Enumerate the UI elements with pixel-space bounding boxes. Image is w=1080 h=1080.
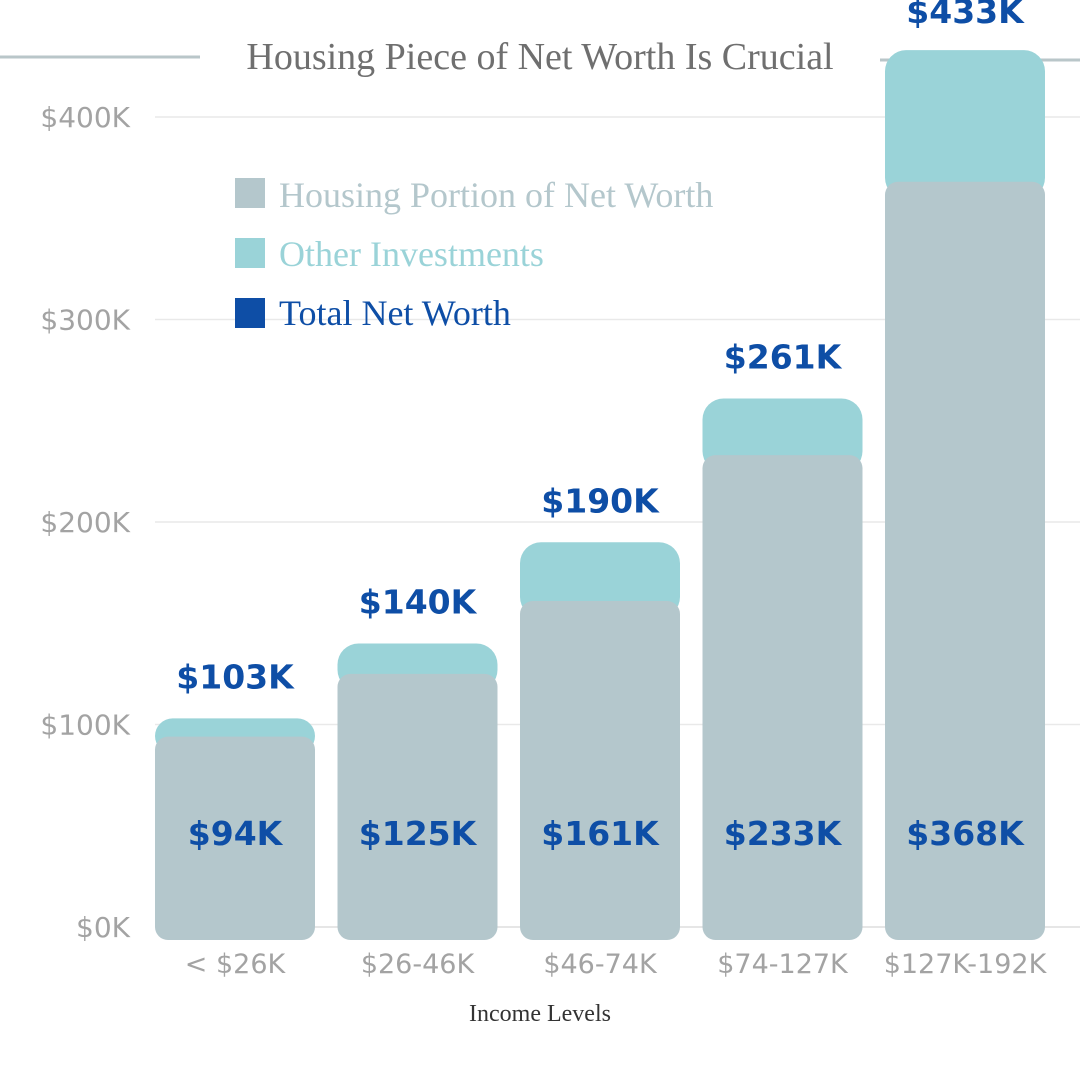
y-tick-label: $400K xyxy=(40,101,130,134)
y-axis: $0K $100K $200K $300K $400K xyxy=(40,101,130,944)
legend: Housing Portion of Net Worth Other Inves… xyxy=(235,175,713,333)
x-tick-label: < $26K xyxy=(185,949,287,980)
x-tick-label: $26-46K xyxy=(361,949,476,980)
bar-housing-base xyxy=(155,914,315,927)
y-tick-label: $0K xyxy=(76,911,131,944)
x-tick-label: $46-74K xyxy=(543,949,658,980)
legend-label-housing: Housing Portion of Net Worth xyxy=(279,175,713,215)
x-tick-label: $127K-192K xyxy=(884,949,1048,980)
bar-housing-base xyxy=(885,914,1045,927)
y-tick-label: $200K xyxy=(40,506,130,539)
bar-other-investments xyxy=(702,398,863,473)
data-label-total: $190K xyxy=(541,481,660,520)
bar-other-investments xyxy=(885,50,1045,199)
y-tick-label: $300K xyxy=(40,304,130,337)
bar-housing xyxy=(155,736,315,940)
bar-housing xyxy=(520,600,680,940)
bar-housing-base xyxy=(702,914,863,927)
data-label-housing: $125K xyxy=(359,814,478,853)
legend-label-other: Other Investments xyxy=(279,234,544,274)
bar-housing-base xyxy=(520,914,680,927)
bar-housing xyxy=(885,181,1045,941)
data-label-housing: $94K xyxy=(188,814,284,853)
bar-other-investments xyxy=(520,542,680,618)
y-tick-label: $100K xyxy=(40,709,130,742)
chart-title: Housing Piece of Net Worth Is Crucial xyxy=(246,36,833,78)
data-label-total: $103K xyxy=(176,657,295,696)
x-tick-label: $74-127K xyxy=(717,949,849,980)
bar-housing xyxy=(702,455,863,940)
legend-swatch-housing xyxy=(235,178,265,208)
data-label-housing: $161K xyxy=(541,814,660,853)
data-label-total: $261K xyxy=(724,337,843,376)
data-label-housing: $233K xyxy=(724,814,843,853)
bar-housing xyxy=(337,673,498,940)
data-label-total: $433K xyxy=(906,0,1025,31)
x-axis: < $26K $26-46K $46-74K $74-127K $127K-192K xyxy=(185,949,1048,980)
bar-housing-base xyxy=(337,914,498,927)
legend-label-total: Total Net Worth xyxy=(279,293,511,333)
legend-swatch-total xyxy=(235,298,265,328)
data-label-housing: $368K xyxy=(906,814,1025,853)
data-label-total: $140K xyxy=(359,583,478,622)
legend-swatch-other xyxy=(235,238,265,268)
x-axis-title: Income Levels xyxy=(469,1001,611,1027)
bars: $103K $94K $140K $125K $190K $161K $261K $233K $… xyxy=(155,0,1045,941)
